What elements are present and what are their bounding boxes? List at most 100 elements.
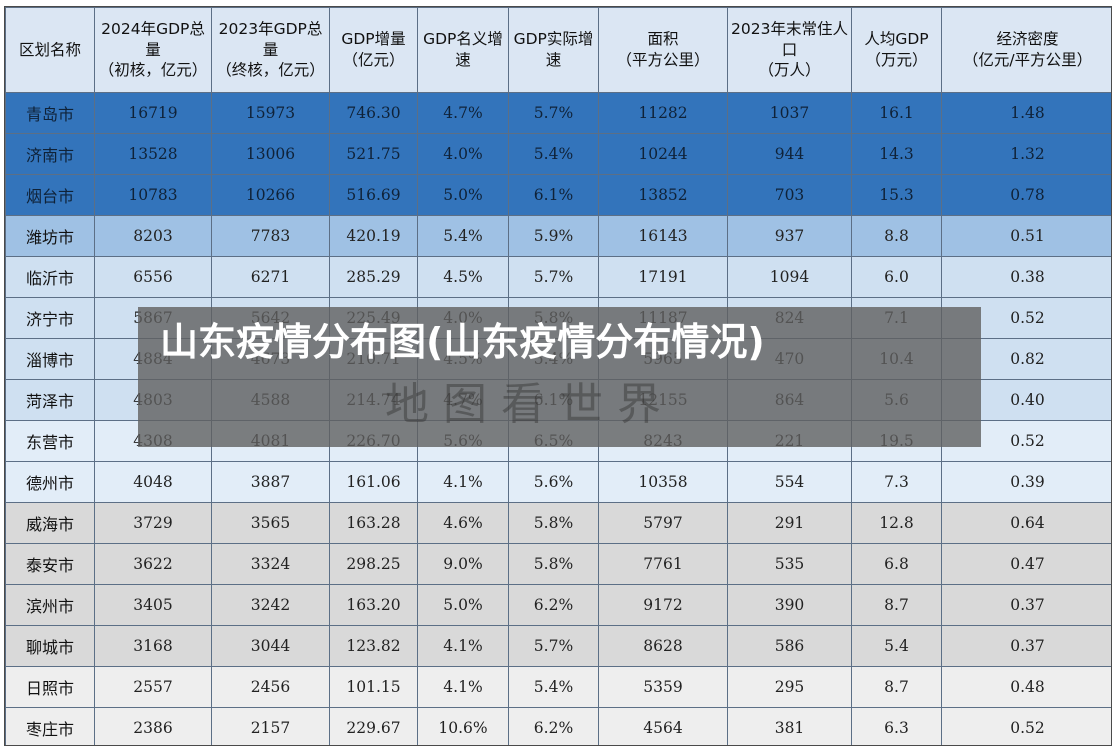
- headline-title: 山东疫情分布图(山东疫情分布情况): [160, 320, 765, 364]
- cell-population: 390: [727, 584, 852, 626]
- cell-gdp-per-capita: 6.0: [851, 256, 942, 298]
- cell-city: 德州市: [5, 461, 95, 503]
- cell-gdp-2024: 2557: [94, 666, 212, 708]
- cell-gdp-increase: 420.19: [329, 215, 418, 257]
- cell-real-growth: 5.8%: [508, 543, 599, 585]
- cell-population: 586: [727, 625, 852, 667]
- cell-population: 291: [727, 502, 852, 544]
- cell-city: 潍坊市: [5, 215, 95, 257]
- cell-economic-density: 0.47: [941, 543, 1111, 585]
- table-row: 日照市 2557 2456 101.15 4.1% 5.4% 5359 295 8.7 0.48: [5, 666, 1111, 708]
- cell-gdp-2023: 3565: [211, 502, 330, 544]
- cell-gdp-2024: 6556: [94, 256, 212, 298]
- cell-real-growth: 5.4%: [508, 666, 599, 708]
- cell-gdp-2024: 3405: [94, 584, 212, 626]
- cell-nominal-growth: 4.1%: [417, 461, 509, 503]
- cell-real-growth: 6.1%: [508, 174, 599, 216]
- cell-gdp-increase: 746.30: [329, 92, 418, 134]
- cell-population: 1037: [727, 92, 852, 134]
- cell-area: 8628: [598, 625, 728, 667]
- cell-gdp-2023: 15973: [211, 92, 330, 134]
- table-row: 泰安市 3622 3324 298.25 9.0% 5.8% 7761 535 6.8 0.47: [5, 543, 1111, 585]
- cell-population: 535: [727, 543, 852, 585]
- cell-gdp-increase: 298.25: [329, 543, 418, 585]
- cell-city: 泰安市: [5, 543, 95, 585]
- table-row: 滨州市 3405 3242 163.20 5.0% 6.2% 9172 390 8.7 0.37: [5, 584, 1111, 626]
- headline-overlay: [138, 307, 981, 447]
- cell-area: 10244: [598, 133, 728, 175]
- cell-real-growth: 5.9%: [508, 215, 599, 257]
- cell-population: 937: [727, 215, 852, 257]
- cell-city: 日照市: [5, 666, 95, 708]
- cell-gdp-2024: 3729: [94, 502, 212, 544]
- table-row: 青岛市 16719 15973 746.30 4.7% 5.7% 11282 1037 16.1…: [5, 92, 1111, 134]
- cell-city: 青岛市: [5, 92, 95, 134]
- cell-gdp-2023: 3242: [211, 584, 330, 626]
- cell-real-growth: 6.2%: [508, 584, 599, 626]
- cell-population: 295: [727, 666, 852, 708]
- cell-gdp-2024: 8203: [94, 215, 212, 257]
- cell-nominal-growth: 4.1%: [417, 625, 509, 667]
- cell-economic-density: 0.52: [941, 707, 1111, 745]
- cell-gdp-increase: 163.28: [329, 502, 418, 544]
- cell-gdp-increase: 163.20: [329, 584, 418, 626]
- table-row: 济南市 13528 13006 521.75 4.0% 5.4% 10244 944 14.3 1…: [5, 133, 1111, 175]
- cell-nominal-growth: 4.0%: [417, 133, 509, 175]
- cell-economic-density: 0.38: [941, 256, 1111, 298]
- cell-gdp-per-capita: 8.7: [851, 584, 942, 626]
- cell-area: 5359: [598, 666, 728, 708]
- cell-real-growth: 5.8%: [508, 502, 599, 544]
- cell-gdp-increase: 229.67: [329, 707, 418, 745]
- cell-city: 济南市: [5, 133, 95, 175]
- cell-gdp-2024: 4048: [94, 461, 212, 503]
- cell-gdp-increase: 123.82: [329, 625, 418, 667]
- cell-real-growth: 5.7%: [508, 256, 599, 298]
- cell-economic-density: 1.48: [941, 92, 1111, 134]
- header-gdp-2023: 2023年GDP总量 （终核，亿元）: [211, 7, 330, 93]
- cell-nominal-growth: 4.7%: [417, 92, 509, 134]
- cell-real-growth: 5.6%: [508, 461, 599, 503]
- cell-gdp-2023: 3044: [211, 625, 330, 667]
- table-row: 临沂市 6556 6271 285.29 4.5% 5.7% 17191 1094 6.0 0.3…: [5, 256, 1111, 298]
- table-row: 德州市 4048 3887 161.06 4.1% 5.6% 10358 554 7.3 0.39: [5, 461, 1111, 503]
- cell-real-growth: 6.2%: [508, 707, 599, 745]
- cell-economic-density: 0.48: [941, 666, 1111, 708]
- cell-gdp-per-capita: 7.3: [851, 461, 942, 503]
- cell-gdp-2023: 10266: [211, 174, 330, 216]
- header-region: 区划名称: [5, 7, 95, 93]
- cell-population: 703: [727, 174, 852, 216]
- cell-area: 7761: [598, 543, 728, 585]
- cell-gdp-per-capita: 8.8: [851, 215, 942, 257]
- cell-gdp-2024: 13528: [94, 133, 212, 175]
- cell-city: 济宁市: [5, 297, 95, 339]
- cell-nominal-growth: 10.6%: [417, 707, 509, 745]
- cell-city: 临沂市: [5, 256, 95, 298]
- header-gdp-increase: GDP增量 （亿元）: [329, 7, 418, 93]
- cell-gdp-2023: 2157: [211, 707, 330, 745]
- table-header-row: 区划名称 2024年GDP总量 （初核，亿元） 2023年GDP总量 （终核，亿元）…: [5, 7, 1111, 93]
- cell-area: 16143: [598, 215, 728, 257]
- table-body: 青岛市 16719 15973 746.30 4.7% 5.7% 11282 1037 16.1…: [5, 92, 1111, 745]
- header-real-growth: GDP实际增速: [508, 7, 599, 93]
- cell-nominal-growth: 5.0%: [417, 174, 509, 216]
- cell-city: 淄博市: [5, 338, 95, 380]
- cell-city: 威海市: [5, 502, 95, 544]
- cell-population: 944: [727, 133, 852, 175]
- cell-city: 枣庄市: [5, 707, 95, 745]
- cell-economic-density: 0.51: [941, 215, 1111, 257]
- cell-gdp-2023: 2456: [211, 666, 330, 708]
- cell-gdp-2024: 16719: [94, 92, 212, 134]
- cell-gdp-2024: 10783: [94, 174, 212, 216]
- cell-gdp-2024: 3622: [94, 543, 212, 585]
- cell-economic-density: 1.32: [941, 133, 1111, 175]
- cell-economic-density: 0.37: [941, 625, 1111, 667]
- cell-city: 聊城市: [5, 625, 95, 667]
- cell-real-growth: 5.7%: [508, 92, 599, 134]
- cell-gdp-2023: 6271: [211, 256, 330, 298]
- cell-population: 554: [727, 461, 852, 503]
- table-row: 枣庄市 2386 2157 229.67 10.6% 6.2% 4564 381 6.3 0.52: [5, 707, 1111, 745]
- cell-gdp-per-capita: 16.1: [851, 92, 942, 134]
- cell-gdp-2023: 3324: [211, 543, 330, 585]
- table-row: 烟台市 10783 10266 516.69 5.0% 6.1% 13852 703 15.3 0…: [5, 174, 1111, 216]
- cell-real-growth: 5.7%: [508, 625, 599, 667]
